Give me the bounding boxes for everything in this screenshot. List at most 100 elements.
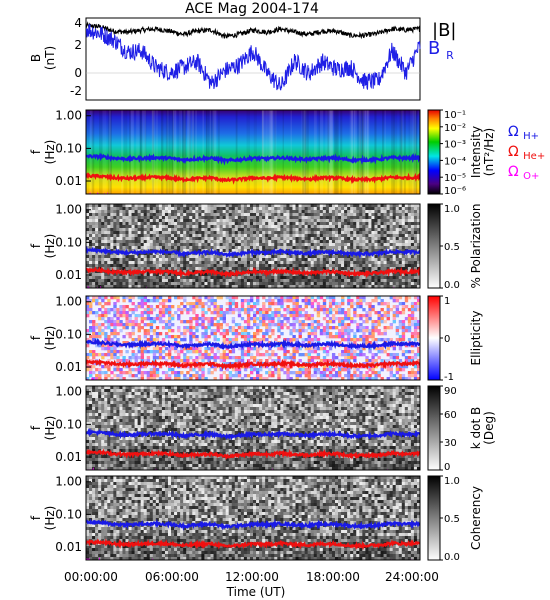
freq-tick-label: 0.01 xyxy=(55,174,82,188)
freq-axis-unit: (Hz) xyxy=(43,506,57,531)
colorbar-tick-label: 10⁻⁵ xyxy=(444,173,466,184)
freq-axis-label: f xyxy=(29,243,43,248)
time-axis: 00:00:00 06:00:00 12:00:00 18:00:00 24:0… xyxy=(64,570,439,599)
freq-tick-label: 1.00 xyxy=(55,385,82,399)
freq-axis-label: f xyxy=(29,149,43,154)
legend-br-sub: R xyxy=(446,49,454,62)
h-plus-cyclotron-line xyxy=(86,152,420,166)
freq-tick-label: 1.00 xyxy=(55,295,82,309)
legend-omega-h: Ω H+ xyxy=(508,124,539,142)
colorbar-tick-label: 10⁻⁴ xyxy=(444,156,466,167)
field-yunit: (nT) xyxy=(43,46,57,70)
colorbar-tick-label: 0 xyxy=(444,334,450,345)
field-ytick: 0 xyxy=(74,66,82,80)
freq-tick-label: 0.01 xyxy=(55,360,82,374)
colorbar-tick-label: 0 xyxy=(444,462,450,473)
colorbar-tick-label: -1 xyxy=(444,372,454,383)
field-panel: 4 2 0 -2 B (nT) |B| B R xyxy=(29,16,456,101)
kdotb-colorbar xyxy=(427,385,441,471)
freq-tick-label: 1.00 xyxy=(55,475,82,489)
legend-omega-h-sub: H+ xyxy=(523,131,539,142)
colorbar-tick-label: 10⁻⁶ xyxy=(444,186,466,197)
freq-axis-unit: (Hz) xyxy=(43,326,57,351)
colorbar-tick-label: 60 xyxy=(444,410,457,421)
figure-title: ACE Mag 2004-174 xyxy=(185,1,319,17)
legend-omega-he-symbol: Ω xyxy=(508,144,519,160)
freq-tick-label: 0.10 xyxy=(55,235,82,249)
legend-omega-o: Ω O+ xyxy=(508,164,539,182)
time-tick: 18:00:00 xyxy=(306,570,360,584)
colorbar-tick-label: 0.5 xyxy=(444,242,460,253)
h-plus-cyclotron-line xyxy=(86,245,420,260)
intensity-panel: 1.00 0.10 0.01 f (Hz) 10⁻¹ 10⁻² 10⁻³ 10⁻⁴ 10⁻⁵ 10⁻… xyxy=(29,109,496,197)
coherency-spectrogram xyxy=(86,476,420,560)
freq-axis-unit: (Hz) xyxy=(43,234,57,259)
he-plus-cyclotron-line xyxy=(86,358,420,371)
freq-axis-unit: (Hz) xyxy=(43,140,57,165)
field-ytick: 2 xyxy=(74,38,82,52)
legend-omega-o-symbol: Ω xyxy=(508,164,519,180)
o-plus-cyclotron-line xyxy=(87,191,406,194)
polarization-plot-frame xyxy=(85,203,421,289)
colorbar-tick-label: 90 xyxy=(444,386,457,397)
colorbar-tick-label: 1 xyxy=(444,296,450,307)
polarization-spectrogram xyxy=(86,204,420,288)
h-plus-cyclotron-line xyxy=(86,428,420,441)
intensity-colorbar-label: Intensity xyxy=(469,126,483,178)
kdotb-panel: 1.00 0.10 0.01 f (Hz) 90 60 30 0 k dot B (Deg) xyxy=(29,385,496,473)
intensity-colorbar xyxy=(427,109,441,195)
colorbar-tick-label: 10⁻² xyxy=(444,123,466,134)
colorbar-tick-label: 30 xyxy=(444,438,457,449)
ellipticity-spectrogram xyxy=(86,296,420,380)
freq-tick-label: 1.00 xyxy=(55,203,82,217)
freq-axis-unit: (Hz) xyxy=(43,416,57,441)
colorbar-tick-label: 0.0 xyxy=(444,280,460,291)
freq-tick-label: 0.01 xyxy=(55,450,82,464)
field-y-ticks: 4 2 0 -2 xyxy=(70,16,82,98)
cyclotron-legend: Ω H+ Ω He+ Ω O+ xyxy=(508,124,545,182)
colorbar-tick-label: 10⁻³ xyxy=(444,140,466,151)
polarization-colorbar xyxy=(427,203,441,289)
ellipticity-colorbar-label: Ellipticity xyxy=(469,311,483,366)
freq-tick-label: 0.01 xyxy=(55,540,82,554)
legend-br: B R xyxy=(428,38,454,62)
he-plus-cyclotron-line xyxy=(86,266,420,279)
legend-omega-h-symbol: Ω xyxy=(508,124,519,140)
intensity-spectrogram xyxy=(86,110,420,194)
colorbar-tick-label: 1.0 xyxy=(444,476,460,487)
intensity-plot-frame xyxy=(85,109,421,195)
field-ylabel: B xyxy=(29,54,43,62)
legend-omega-o-sub: O+ xyxy=(523,171,539,182)
o-plus-cyclotron-line xyxy=(87,285,411,288)
colorbar-tick-label: 10⁻¹ xyxy=(444,110,466,121)
freq-tick-label: 0.10 xyxy=(55,417,82,431)
freq-tick-label: 0.10 xyxy=(55,507,82,521)
coherency-plot-frame xyxy=(85,475,421,561)
freq-axis-label: f xyxy=(29,335,43,340)
freq-tick-label: 0.10 xyxy=(55,141,82,155)
freq-tick-label: 0.01 xyxy=(55,268,82,282)
legend-omega-he-sub: He+ xyxy=(523,151,545,162)
polarization-colorbar-label: % Polarization xyxy=(469,204,483,289)
freq-tick-label: 0.10 xyxy=(55,327,82,341)
ellipticity-colorbar xyxy=(427,295,441,381)
freq-axis-label: f xyxy=(29,515,43,520)
h-plus-cyclotron-line xyxy=(86,518,420,531)
field-ytick: -2 xyxy=(70,84,82,98)
coherency-colorbar xyxy=(427,475,441,561)
ellipticity-plot-frame xyxy=(85,295,421,381)
time-tick: 06:00:00 xyxy=(145,570,199,584)
colorbar-tick-label: 0.5 xyxy=(444,514,460,525)
colorbar-tick-label: 1.0 xyxy=(444,204,460,215)
kdotb-spectrogram xyxy=(86,386,420,470)
time-axis-label: Time (UT) xyxy=(226,585,286,599)
field-y-label: B (nT) xyxy=(29,46,57,70)
legend-omega-he: Ω He+ xyxy=(508,144,545,162)
kdotb-colorbar-unit: (Deg) xyxy=(482,411,496,445)
he-plus-cyclotron-line xyxy=(86,538,420,551)
o-plus-cyclotron-line xyxy=(86,557,412,560)
kdotb-colorbar-label: k dot B xyxy=(469,407,483,449)
time-tick: 12:00:00 xyxy=(225,570,279,584)
time-tick: 24:00:00 xyxy=(385,570,439,584)
